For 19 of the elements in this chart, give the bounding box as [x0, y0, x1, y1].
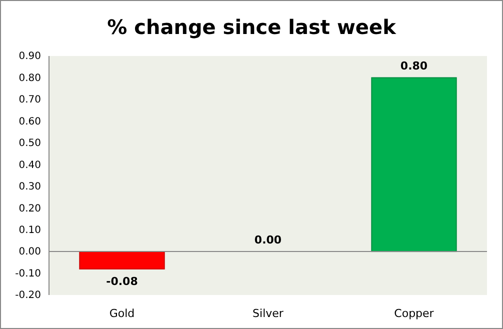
y-tick-label: -0.20 — [15, 290, 41, 302]
x-tick-label: Copper — [394, 307, 434, 320]
y-tick-label: 0.60 — [18, 116, 41, 128]
x-tick-label: Silver — [252, 307, 284, 320]
data-label: -0.08 — [106, 274, 138, 288]
x-tick-label: Gold — [109, 307, 135, 320]
y-tick-label: 0.30 — [18, 182, 41, 193]
data-label: 0.00 — [254, 234, 282, 247]
data-label: 0.80 — [400, 60, 428, 73]
y-tick-label: 0.10 — [18, 225, 41, 236]
y-tick-label: 0.20 — [18, 203, 41, 214]
y-tick-label: 0.00 — [18, 246, 41, 258]
y-tick-label: -0.10 — [15, 268, 41, 280]
y-tick-label: 0.90 — [18, 51, 41, 62]
chart-title: % change since last week — [107, 15, 397, 39]
y-tick-label: 0.80 — [18, 72, 41, 84]
y-tick-label: 0.70 — [18, 94, 41, 106]
y-tick-label: 0.50 — [18, 138, 41, 150]
y-tick-label: 0.40 — [18, 160, 41, 171]
